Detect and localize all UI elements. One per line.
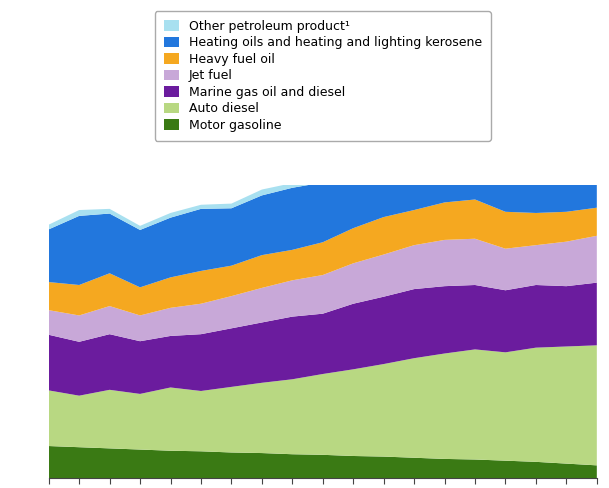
Legend: Other petroleum product¹, Heating oils and heating and lighting kerosene, Heavy : Other petroleum product¹, Heating oils a… [155,11,491,141]
